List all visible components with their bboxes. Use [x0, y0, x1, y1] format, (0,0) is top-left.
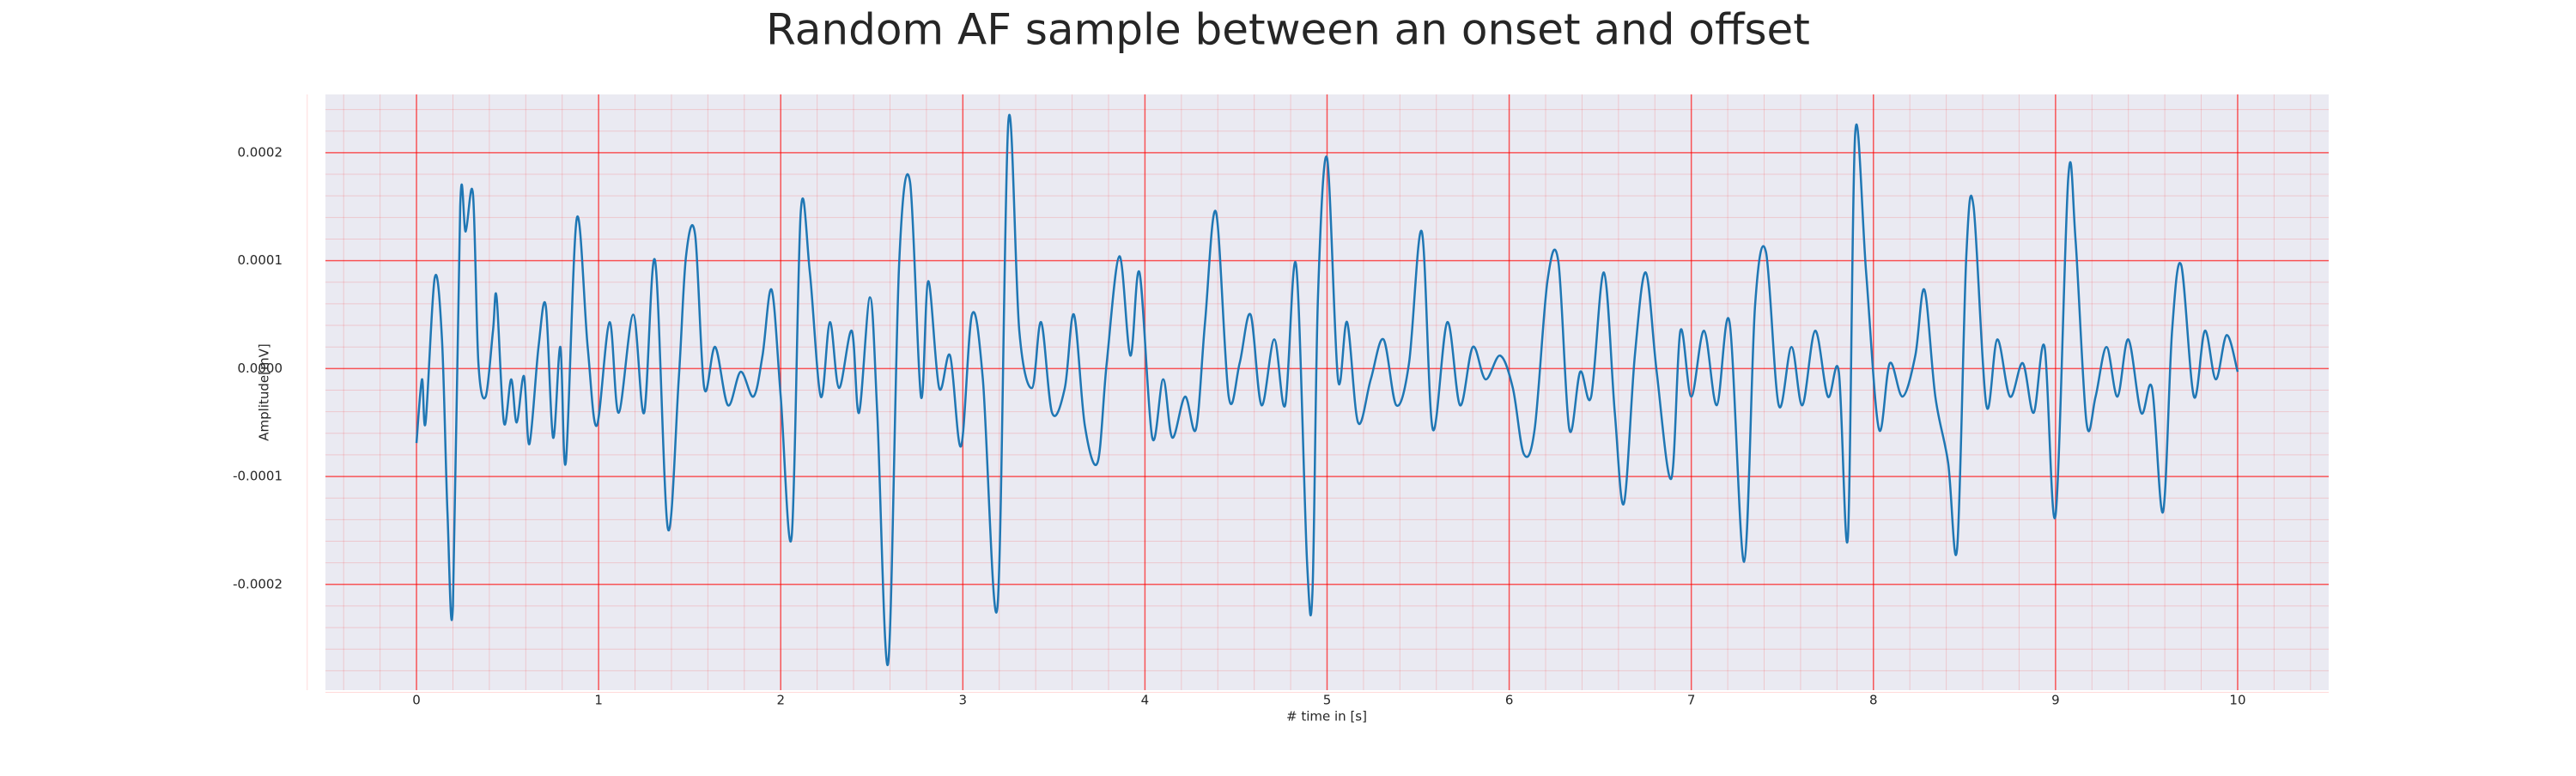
x-tick-label: 2: [776, 693, 785, 708]
x-tick-label: 4: [1141, 693, 1150, 708]
x-tick-label: 9: [2051, 693, 2060, 708]
x-tick-label: 8: [1869, 693, 1878, 708]
x-tick-label: 0: [412, 693, 421, 708]
x-tick-label: 10: [2229, 693, 2245, 708]
x-tick-label: 6: [1505, 693, 1514, 708]
y-tick-label: 0.0000: [238, 361, 283, 376]
x-tick-label: 1: [594, 693, 603, 708]
y-tick-label: 0.0001: [238, 252, 283, 268]
chart-title: Random AF sample between an onset and of…: [766, 5, 1810, 55]
y-tick-label: -0.0002: [233, 576, 283, 591]
y-tick-label: 0.0002: [238, 144, 283, 160]
y-axis-label: Amplitude[mV]: [257, 343, 272, 440]
x-axis-label: # time in [s]: [1286, 709, 1367, 724]
x-tick-label: 3: [959, 693, 968, 708]
y-tick-label: -0.0001: [233, 469, 283, 484]
x-tick-label: 7: [1687, 693, 1696, 708]
signal-line: [415, 113, 2239, 667]
x-tick-label: 5: [1323, 693, 1332, 708]
